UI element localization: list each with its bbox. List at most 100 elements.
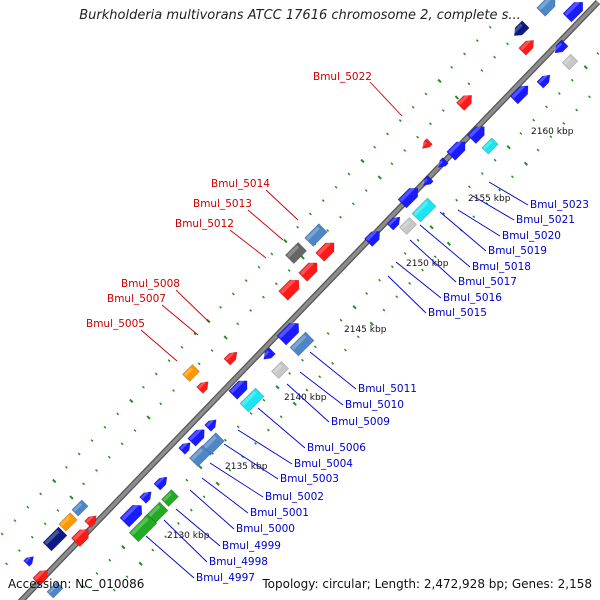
leader-line (140, 329, 178, 362)
leader-line (439, 211, 487, 252)
gene-feature[interactable] (128, 513, 158, 543)
gene-label[interactable]: Bmul_5002 (265, 491, 324, 503)
gene-label[interactable]: Bmul_5020 (502, 230, 561, 242)
gene-feature[interactable] (204, 417, 220, 432)
gene-label[interactable]: Bmul_5008 (121, 278, 180, 290)
gene-feature[interactable] (509, 82, 532, 105)
gene-label[interactable]: Bmul_4999 (222, 540, 281, 552)
gene-feature[interactable] (562, 0, 587, 23)
gene-label[interactable]: Bmul_5005 (86, 318, 145, 330)
leader-line (237, 429, 293, 465)
gene-feature[interactable] (119, 501, 146, 528)
gene-feature[interactable] (271, 361, 289, 379)
gene-feature[interactable] (397, 184, 422, 209)
gene-feature[interactable] (561, 53, 579, 71)
gene-feature[interactable] (481, 137, 499, 155)
leader-line (286, 383, 330, 423)
leader-line (145, 535, 195, 579)
gene-label[interactable]: Bmul_5004 (294, 458, 353, 470)
gene-feature[interactable] (386, 214, 403, 231)
gene-feature[interactable] (239, 387, 265, 413)
gene-label[interactable]: Bmul_5011 (358, 383, 417, 395)
leader-line (457, 209, 501, 237)
gene-feature[interactable] (261, 347, 276, 363)
leader-line (409, 239, 457, 283)
gene-label[interactable]: Bmul_5010 (345, 399, 404, 411)
gene-label[interactable]: Bmul_5021 (516, 214, 575, 226)
kbp-tick-label: 2130 kbp (167, 531, 210, 541)
gene-feature[interactable] (223, 349, 240, 366)
gene-label[interactable]: Bmul_5023 (530, 199, 589, 211)
gene-label[interactable]: Bmul_4997 (196, 572, 255, 584)
leader-line (419, 224, 471, 268)
gene-feature[interactable] (298, 259, 322, 282)
gene-feature[interactable] (23, 554, 37, 567)
gene-label[interactable]: Bmul_5006 (307, 442, 366, 454)
kbp-tick-label: 2140 kbp (284, 393, 327, 403)
leader-line (369, 81, 403, 117)
gene-feature[interactable] (284, 241, 308, 265)
leader-line (189, 489, 235, 530)
gene-feature[interactable] (304, 223, 328, 247)
gene-feature[interactable] (466, 122, 488, 145)
leader-line (175, 508, 221, 547)
gene-label[interactable]: Bmul_4998 (209, 556, 268, 568)
kbp-tick-label: 2145 kbp (344, 325, 387, 335)
gene-feature[interactable] (420, 138, 433, 152)
gene-label[interactable]: Bmul_5019 (488, 245, 547, 257)
gene-label[interactable]: Bmul_5001 (250, 507, 309, 519)
gene-feature[interactable] (518, 37, 537, 56)
leader-line (387, 275, 427, 314)
gene-feature[interactable] (552, 39, 569, 56)
gene-label[interactable]: Bmul_5007 (107, 293, 166, 305)
gene-feature[interactable] (446, 138, 470, 161)
guide-dots (0, 25, 600, 592)
gene-label[interactable]: Bmul_5012 (175, 218, 234, 230)
gene-feature[interactable] (139, 489, 155, 504)
gene-feature[interactable] (46, 581, 64, 599)
gene-label[interactable]: Bmul_5014 (211, 178, 270, 190)
gene-label[interactable]: Bmul_5000 (236, 523, 295, 535)
gene-feature[interactable] (70, 525, 92, 548)
gene-feature[interactable] (42, 526, 68, 552)
gene-label[interactable]: Bmul_5017 (458, 276, 517, 288)
gene-feature[interactable] (178, 440, 194, 455)
gene-feature[interactable] (187, 426, 209, 447)
leader-line (161, 304, 199, 336)
gene-label[interactable]: Bmul_5009 (331, 416, 390, 428)
gene-feature[interactable] (32, 567, 51, 586)
gene-feature[interactable] (511, 20, 530, 39)
gene-label[interactable]: Bmul_5013 (193, 198, 252, 210)
genome-backbone (19, 0, 600, 600)
gene-label[interactable]: Bmul_5015 (428, 307, 487, 319)
gene-feature[interactable] (399, 217, 417, 235)
leader-line (247, 209, 284, 241)
gene-label[interactable]: Bmul_5018 (472, 261, 531, 273)
gene-feature[interactable] (276, 319, 303, 346)
gene-feature[interactable] (153, 474, 170, 491)
gene-feature[interactable] (84, 513, 100, 528)
gene-feature[interactable] (278, 276, 304, 301)
gene-feature[interactable] (411, 197, 437, 223)
gene-feature[interactable] (71, 499, 89, 517)
gene-feature[interactable] (196, 379, 212, 394)
gene-label[interactable]: Bmul_5016 (443, 292, 502, 304)
gene-feature[interactable] (228, 377, 252, 400)
leader-line (163, 519, 208, 563)
gene-feature[interactable] (315, 239, 339, 262)
gene-feature[interactable] (161, 489, 179, 507)
gene-feature[interactable] (536, 0, 560, 17)
gene-feature[interactable] (188, 444, 212, 468)
gene-label[interactable]: Bmul_5003 (280, 473, 339, 485)
gene-feature[interactable] (182, 364, 200, 382)
gene-feature[interactable] (421, 175, 434, 189)
gene-feature[interactable] (536, 72, 553, 89)
kbp-tick-label: 2155 kbp (468, 194, 511, 204)
gene-feature[interactable] (364, 227, 383, 247)
gene-feature[interactable] (58, 512, 78, 532)
gene-feature[interactable] (289, 331, 315, 357)
gene-feature[interactable] (456, 91, 475, 111)
gene-label[interactable]: Bmul_5022 (313, 71, 372, 83)
gene-feature[interactable] (436, 157, 449, 171)
